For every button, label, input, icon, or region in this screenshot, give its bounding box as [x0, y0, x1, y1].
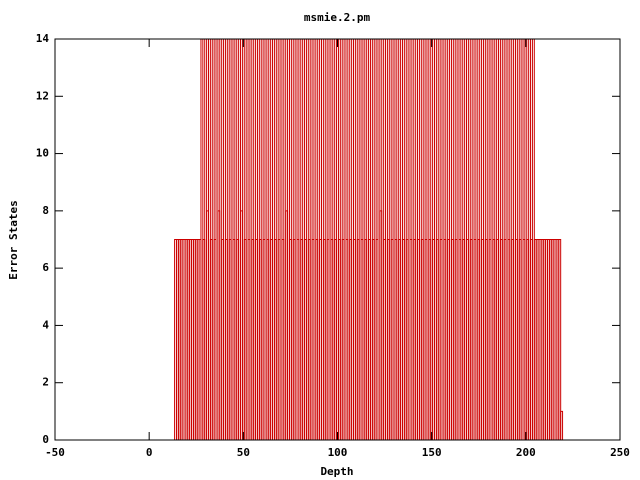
x-tick-label: 200 — [516, 446, 536, 459]
x-tick-label: 50 — [237, 446, 250, 459]
y-axis-label: Error States — [7, 200, 20, 279]
x-tick-label: 150 — [422, 446, 442, 459]
y-tick-label: 2 — [42, 376, 49, 389]
y-tick-label: 8 — [42, 204, 49, 217]
y-tick-label: 0 — [42, 433, 49, 446]
chart-title: msmie.2.pm — [304, 11, 371, 24]
x-tick-label: 250 — [610, 446, 630, 459]
x-tick-label: 0 — [146, 446, 153, 459]
bar — [558, 239, 562, 440]
bar — [560, 410, 564, 440]
x-tick-label: 100 — [328, 446, 348, 459]
y-tick-label: 4 — [42, 318, 49, 331]
y-tick-label: 6 — [42, 261, 49, 274]
plot-border — [54, 38, 621, 441]
y-tick-label: 12 — [36, 89, 49, 102]
y-tick-label: 10 — [36, 147, 49, 160]
x-axis-label: Depth — [320, 465, 353, 478]
y-tick-label: 14 — [36, 32, 50, 45]
x-tick-label: -50 — [45, 446, 65, 459]
